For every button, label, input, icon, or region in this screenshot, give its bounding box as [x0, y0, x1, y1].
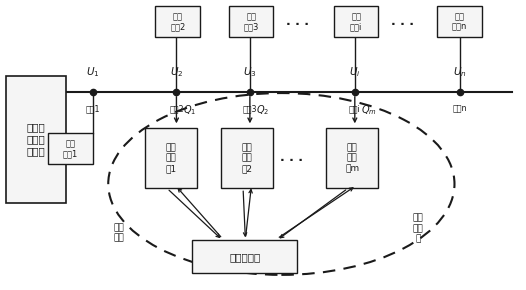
FancyBboxPatch shape	[145, 128, 197, 188]
FancyBboxPatch shape	[6, 76, 66, 203]
Text: 节点3: 节点3	[242, 105, 257, 114]
Text: 配电系
统供电
变电站: 配电系 统供电 变电站	[27, 123, 45, 156]
Text: 节点1: 节点1	[85, 105, 100, 114]
FancyBboxPatch shape	[326, 128, 378, 188]
Text: 监测
装置3: 监测 装置3	[244, 12, 259, 31]
Text: . . .: . . .	[390, 15, 413, 28]
FancyBboxPatch shape	[229, 6, 274, 37]
Text: 分布
式电
源1: 分布 式电 源1	[166, 143, 177, 173]
Text: . . .: . . .	[280, 151, 304, 164]
Text: 监测
装置n: 监测 装置n	[452, 12, 467, 31]
Text: $Q_m$: $Q_m$	[361, 103, 377, 117]
Text: 节点i: 节点i	[349, 105, 361, 114]
FancyBboxPatch shape	[334, 6, 378, 37]
Text: 监测
装置i: 监测 装置i	[350, 12, 362, 31]
Text: 监测
装置2: 监测 装置2	[170, 12, 185, 31]
Text: $U_3$: $U_3$	[243, 65, 257, 79]
Text: $U_1$: $U_1$	[86, 65, 99, 79]
Text: $Q_1$: $Q_1$	[183, 103, 196, 117]
FancyBboxPatch shape	[48, 133, 93, 164]
Text: $Q_2$: $Q_2$	[256, 103, 269, 117]
Text: 虚拟
发电
厂: 虚拟 发电 厂	[412, 214, 423, 244]
FancyBboxPatch shape	[221, 128, 274, 188]
Text: 分布
式电
源2: 分布 式电 源2	[242, 143, 253, 173]
Text: 通信
线路: 通信 线路	[114, 223, 124, 243]
Text: . . .: . . .	[286, 15, 309, 28]
Text: 集中控制器: 集中控制器	[229, 252, 260, 262]
Text: 节点n: 节点n	[452, 105, 467, 114]
Text: $U_2$: $U_2$	[170, 65, 183, 79]
FancyBboxPatch shape	[192, 240, 297, 273]
Text: $U_i$: $U_i$	[349, 65, 361, 79]
FancyBboxPatch shape	[156, 6, 200, 37]
Text: $U_n$: $U_n$	[453, 65, 467, 79]
FancyBboxPatch shape	[437, 6, 482, 37]
Text: 节点2: 节点2	[169, 105, 184, 114]
Text: 分布
式电
源m: 分布 式电 源m	[345, 143, 359, 173]
Text: 监测
装置1: 监测 装置1	[63, 139, 78, 158]
